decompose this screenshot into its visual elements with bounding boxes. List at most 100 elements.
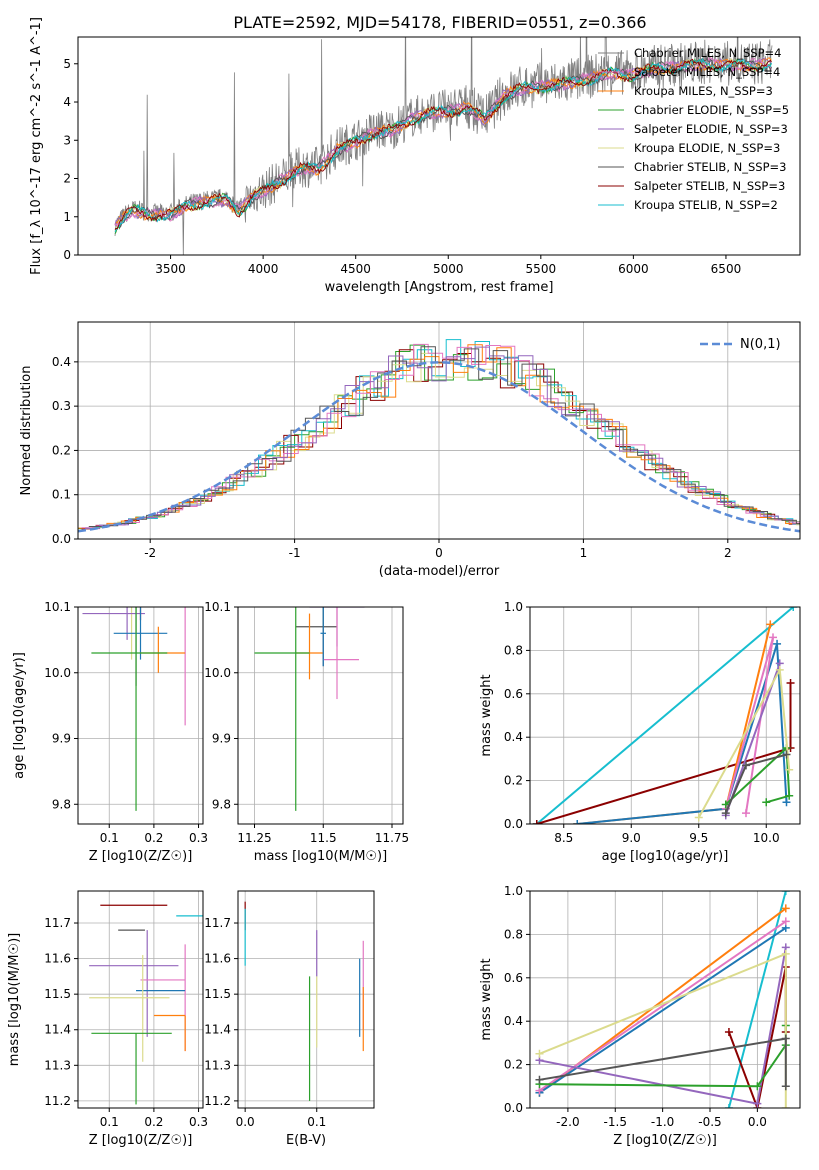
x-axis-label: Z [log10(Z/Z☉)] xyxy=(613,1133,717,1148)
legend-label: Salpeter ELODIE, N_SSP=3 xyxy=(634,122,788,136)
x-tick-label: 0.2 xyxy=(144,1115,163,1129)
y-tick-label: 11.2 xyxy=(44,1094,71,1108)
axes-frame xyxy=(77,36,801,256)
plus-marker xyxy=(742,761,750,770)
plot-area xyxy=(254,607,365,811)
y-tick-label: 0 xyxy=(63,248,71,262)
model-line xyxy=(114,58,772,230)
y-tick-label: 0.3 xyxy=(52,399,71,413)
x-tick-label: 11.25 xyxy=(237,831,271,845)
x-tick-label: 0.0 xyxy=(748,1115,767,1129)
x-tick-label: 6000 xyxy=(618,262,649,276)
y-tick-label: 0.2 xyxy=(504,1058,523,1072)
errorbar-point xyxy=(139,607,142,621)
plus-marker xyxy=(781,917,790,926)
y-tick-label: 11.5 xyxy=(204,987,231,1001)
plot-area xyxy=(532,607,798,824)
data-spectrum xyxy=(114,37,773,255)
plus-marker xyxy=(789,607,798,611)
plus-marker xyxy=(762,798,771,807)
x-tick-label: 2 xyxy=(724,546,732,560)
x-axis-label: mass [log10(M/M☉)] xyxy=(254,849,387,864)
x-tick-label: 5500 xyxy=(526,262,557,276)
axes-frame xyxy=(77,890,204,1109)
y-tick-label: 0.2 xyxy=(52,443,71,457)
y-tick-label: 11.5 xyxy=(44,987,71,1001)
plot-area xyxy=(535,891,790,1108)
y-tick-label: 11.7 xyxy=(204,916,231,930)
histogram-series xyxy=(88,346,800,527)
legend-label: Kroupa STELIB, N_SSP=2 xyxy=(634,198,778,212)
plus-marker xyxy=(724,1104,733,1108)
y-tick-label: 11.2 xyxy=(204,1094,231,1108)
plus-marker xyxy=(769,633,777,642)
axes-frame xyxy=(77,606,204,825)
legend-label: Kroupa ELODIE, N_SSP=3 xyxy=(634,141,780,155)
x-tick-label: 0.1 xyxy=(307,1115,326,1129)
y-tick-label: 11.3 xyxy=(44,1058,71,1072)
errorbar-point xyxy=(295,607,337,667)
y-tick-label: 9.8 xyxy=(52,797,71,811)
y-tick-label: 9.9 xyxy=(212,732,231,746)
axes-5: 0.1 0.2 0.3 11.2 11.3 11.4 11.5 11.6 11.7 Z [log1… xyxy=(7,890,208,1148)
weight-line xyxy=(536,607,794,824)
x-tick-label: -2.0 xyxy=(556,1115,579,1129)
plus-marker xyxy=(781,949,790,958)
plus-marker xyxy=(781,1104,790,1108)
y-tick-label: 11.3 xyxy=(204,1058,231,1072)
x-axis-label: (data-model)/error xyxy=(379,564,500,579)
x-axis-label: Z [log10(Z/Z☉)] xyxy=(89,849,193,864)
axes-3: 11.25 11.5 11.75 9.8 9.9 10.0 10.1 mass [log10(… xyxy=(204,600,409,864)
chart-title: PLATE=2592, MJD=54178, FIBERID=0551, z=0… xyxy=(233,13,646,32)
legend-label: Salpeter STELIB, N_SSP=3 xyxy=(634,179,785,193)
model-line xyxy=(114,57,772,233)
errorbar-point xyxy=(320,607,326,667)
legend-label: Chabrier ELODIE, N_SSP=5 xyxy=(634,103,789,117)
y-tick-label: 11.6 xyxy=(204,952,231,966)
weight-line xyxy=(577,643,788,824)
plus-marker xyxy=(775,665,784,674)
errorbar-point xyxy=(135,607,137,686)
plot-area xyxy=(89,904,203,1105)
plus-marker xyxy=(535,1049,544,1058)
errorbar-point xyxy=(254,607,310,811)
plus-marker xyxy=(532,820,541,824)
y-axis-label: mass weight xyxy=(479,674,494,756)
x-tick-label: 5000 xyxy=(433,262,464,276)
plus-marker xyxy=(782,798,791,807)
errorbar-point xyxy=(323,607,359,700)
y-tick-label: 9.8 xyxy=(212,797,231,811)
legend-label: Kroupa MILES, N_SSP=3 xyxy=(634,84,773,98)
normal-reference-curve xyxy=(78,361,800,533)
x-tick-label: 4500 xyxy=(340,262,371,276)
errorbar-point xyxy=(89,955,170,1062)
x-tick-label: 1 xyxy=(580,546,588,560)
plus-marker xyxy=(753,1099,762,1108)
x-tick-label: 8.5 xyxy=(554,831,573,845)
plus-marker xyxy=(782,750,791,759)
y-axis-label: mass [log10(M/M☉)] xyxy=(7,933,22,1066)
y-tick-label: 2 xyxy=(63,172,71,186)
weight-line xyxy=(536,683,792,824)
x-tick-label: 0.2 xyxy=(144,831,163,845)
legend-label: Salpeter MILES, N_SSP=4 xyxy=(634,65,780,79)
axes-0: 3500 4000 4500 5000 5500 6000 6500 0 1 2 3 4 5 wavele… xyxy=(29,17,801,295)
axes-4: 8.5 9.0 9.5 10.0 0.0 0.2 0.4 0.6 0.8 1.0 age [log1… xyxy=(479,600,801,864)
plus-marker xyxy=(724,1028,733,1037)
y-tick-label: 11.7 xyxy=(44,916,71,930)
y-axis-label: age [log10(age/yr)] xyxy=(12,652,27,779)
plus-marker xyxy=(694,813,703,822)
x-tick-label: 0.0 xyxy=(236,1115,255,1129)
y-tick-label: 10.0 xyxy=(44,666,71,680)
x-tick-label: 11.5 xyxy=(310,831,337,845)
y-tick-label: 0.4 xyxy=(52,355,71,369)
plus-marker xyxy=(785,791,794,800)
x-tick-label: -0.5 xyxy=(698,1115,721,1129)
x-tick-label: 10.0 xyxy=(753,831,780,845)
plus-marker xyxy=(785,765,794,774)
legend-label: Chabrier MILES, N_SSP=4 xyxy=(634,46,781,60)
plus-marker xyxy=(773,639,782,648)
y-tick-label: 1.0 xyxy=(504,884,523,898)
axes-1: -2 -1 0 1 2 0.0 0.1 0.2 0.3 0.4 (data-model)/error… xyxy=(19,321,801,579)
